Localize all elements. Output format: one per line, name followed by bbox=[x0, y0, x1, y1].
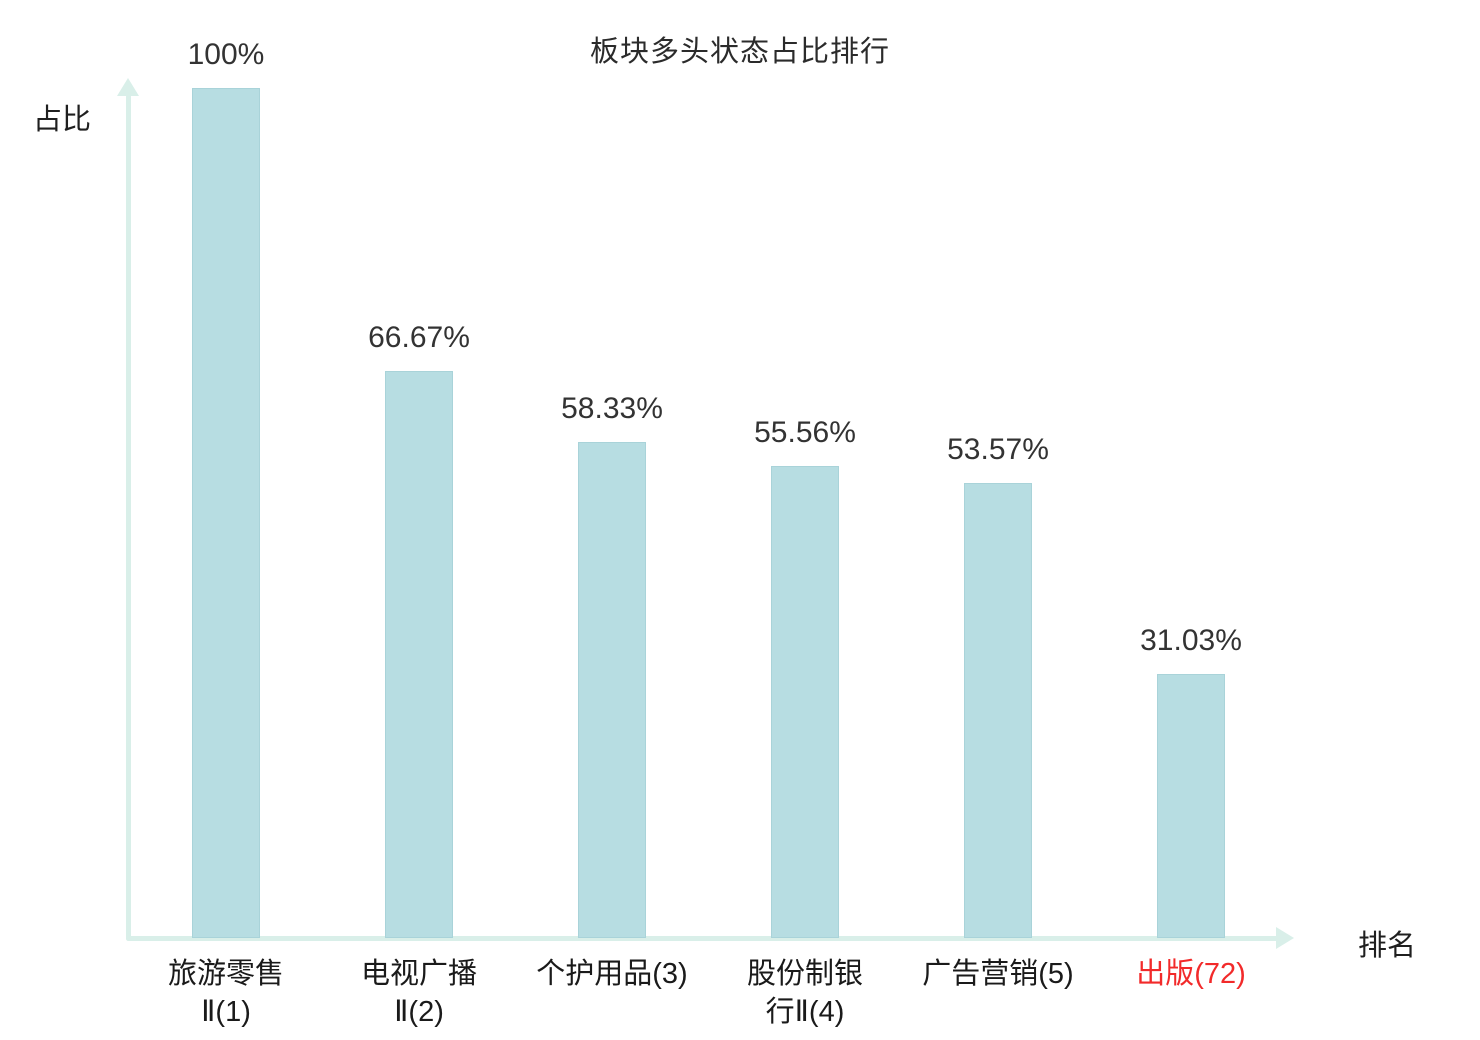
bar-value-label: 66.67% bbox=[368, 321, 470, 354]
bar-value-label: 100% bbox=[187, 38, 265, 71]
bar bbox=[385, 371, 453, 938]
bar bbox=[192, 88, 260, 938]
bar-value-label: 53.57% bbox=[947, 433, 1049, 466]
y-axis-arrow-icon bbox=[117, 78, 139, 96]
bar-category-label: 广告营销(5) bbox=[922, 958, 1074, 990]
y-axis-label: 占比 bbox=[33, 104, 92, 136]
bar-value-label: 58.33% bbox=[561, 392, 663, 425]
chart-title: 板块多头状态占比排行 bbox=[589, 36, 890, 68]
x-axis-label: 排名 bbox=[1358, 930, 1417, 962]
bar bbox=[578, 442, 646, 938]
bar-value-label: 55.56% bbox=[754, 416, 856, 449]
x-axis-line bbox=[126, 936, 1282, 941]
bar-category-label: 电视广播 Ⅱ(2) bbox=[360, 958, 477, 1028]
bar-category-label: 股份制银 行Ⅱ(4) bbox=[746, 958, 863, 1028]
y-axis-line bbox=[126, 94, 131, 941]
x-axis-arrow-icon bbox=[1276, 927, 1294, 949]
bar-category-label: 个护用品(3) bbox=[536, 958, 688, 990]
bar-value-label: 31.03% bbox=[1140, 624, 1242, 657]
bar bbox=[1157, 674, 1225, 938]
bar-category-label: 旅游零售 Ⅱ(1) bbox=[167, 958, 284, 1028]
bar-category-label: 出版(72) bbox=[1136, 958, 1246, 990]
bar bbox=[771, 466, 839, 938]
bar bbox=[964, 483, 1032, 938]
